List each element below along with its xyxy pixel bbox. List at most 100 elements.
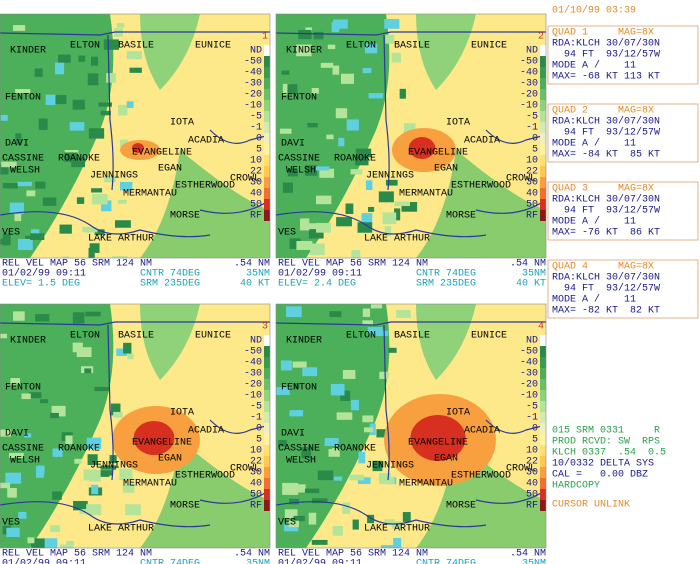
texture xyxy=(125,504,141,516)
place-label: WELSH xyxy=(10,166,40,177)
panel-border xyxy=(0,303,271,549)
place-label: MORSE xyxy=(446,501,476,512)
center: CNTR 74DEG xyxy=(416,559,476,564)
scale-swatch xyxy=(264,188,270,199)
texture xyxy=(311,88,319,94)
outbound-core-max xyxy=(133,421,175,455)
place-label: CROWL xyxy=(230,464,260,475)
texture xyxy=(330,383,345,396)
texture xyxy=(385,34,395,44)
scale-label: ND xyxy=(526,46,538,57)
texture xyxy=(58,54,71,63)
place-label: ESTHERWOOD xyxy=(451,471,511,482)
texture xyxy=(91,188,103,193)
texture xyxy=(30,233,45,241)
texture xyxy=(52,448,63,457)
texture xyxy=(35,181,46,189)
texture xyxy=(120,181,133,191)
elevation: ELEV= 2.4 DEG xyxy=(278,279,356,290)
texture xyxy=(88,128,105,139)
texture xyxy=(345,203,354,214)
panel-border xyxy=(0,13,271,259)
texture xyxy=(2,233,11,246)
scale-swatch xyxy=(540,78,546,89)
place-label: IOTA xyxy=(170,118,194,129)
center: CNTR 74DEG xyxy=(416,269,476,280)
scale-label: 0 xyxy=(256,134,262,145)
scale-swatch xyxy=(540,133,546,144)
scale-swatch xyxy=(264,133,270,144)
scale-swatch xyxy=(540,478,546,489)
scale-swatch xyxy=(264,456,270,467)
texture xyxy=(302,367,318,377)
scale-swatch xyxy=(264,434,270,445)
scale-label: -40 xyxy=(520,358,538,369)
texture xyxy=(382,212,397,225)
resolution: .54 NM xyxy=(234,549,270,560)
inbound-region-3 xyxy=(140,304,200,380)
place-label: WELSH xyxy=(286,456,316,467)
scale-swatch xyxy=(264,122,270,133)
scale-label: -1 xyxy=(526,123,538,134)
quad-number: 2 xyxy=(538,32,544,43)
quad-line: QUAD 1 MAG=8X xyxy=(552,28,654,39)
quad-line: MODE A / 11 xyxy=(552,60,636,72)
texture xyxy=(402,512,411,522)
scale-label: 5 xyxy=(532,435,538,446)
texture xyxy=(82,226,98,233)
scale-label: -40 xyxy=(244,68,262,79)
scale-swatch xyxy=(540,379,546,390)
scale-label: 30 xyxy=(526,468,538,479)
texture xyxy=(287,84,298,95)
texture xyxy=(62,256,70,258)
place-label: DAVI xyxy=(281,429,305,440)
texture xyxy=(0,482,11,489)
scale-label: 30 xyxy=(250,468,262,479)
texture xyxy=(304,165,318,176)
scale-swatch xyxy=(540,412,546,423)
quad-line: RDA:KLCH 30/07/30N xyxy=(552,116,660,128)
texture xyxy=(111,256,128,258)
texture xyxy=(18,511,27,519)
texture xyxy=(69,122,85,131)
texture xyxy=(289,238,301,249)
place-label: KINDER xyxy=(10,46,46,57)
texture xyxy=(332,525,344,536)
map: KINDER ELTON BASILE EUNICE FENTON IOTA ACADIA D… xyxy=(0,14,270,258)
texture xyxy=(313,31,324,40)
texture xyxy=(15,133,22,145)
scale-label: 50 xyxy=(250,490,262,501)
scale-label: 10 xyxy=(526,156,538,167)
resolution: .54 NM xyxy=(510,549,546,560)
texture xyxy=(0,114,8,121)
status-line: CURSOR UNLINK xyxy=(552,500,630,511)
scale-label: RF xyxy=(250,501,262,512)
texture xyxy=(350,399,359,411)
status-line: 015 SRM 0331 R xyxy=(552,426,660,437)
place-label: EUNICE xyxy=(195,331,231,342)
outbound-core-max xyxy=(408,137,436,159)
texture xyxy=(381,191,393,202)
texture xyxy=(384,19,400,29)
place-label: LAKE ARTHUR xyxy=(364,524,430,535)
place-label: CROWL xyxy=(506,174,536,185)
range: 35NM xyxy=(522,559,546,564)
inbound-region-2 xyxy=(416,150,546,258)
scale-label: 30 xyxy=(250,178,262,189)
parish-line xyxy=(0,31,270,238)
scale-label: 30 xyxy=(526,178,538,189)
scale-swatch xyxy=(540,500,546,511)
scale-label: RF xyxy=(526,501,538,512)
product: REL VEL MAP 56 SRM 124 NM xyxy=(2,549,152,560)
texture xyxy=(74,458,82,464)
scale-swatch xyxy=(540,434,546,445)
place-label: LAKE ARTHUR xyxy=(88,234,154,245)
texture xyxy=(16,181,32,187)
place-label: CROWL xyxy=(230,174,260,185)
scale-swatch xyxy=(264,489,270,500)
texture xyxy=(338,137,345,147)
quad-number: 1 xyxy=(262,32,268,43)
scale-swatch xyxy=(540,177,546,188)
scale-label: -50 xyxy=(244,57,262,68)
